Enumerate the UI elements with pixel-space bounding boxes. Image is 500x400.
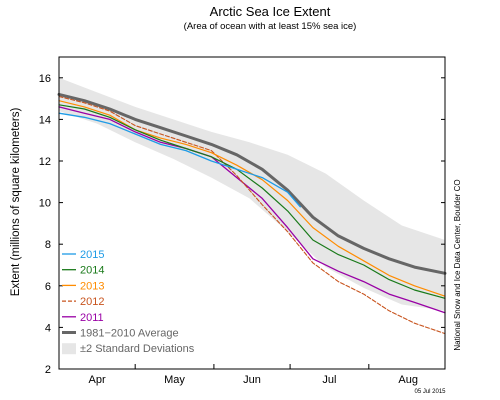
x-tick-label: Aug bbox=[398, 374, 418, 386]
x-tick-label: Jul bbox=[322, 374, 336, 386]
series-line-1981-2010-average bbox=[57, 92, 447, 275]
chart-title: Arctic Sea Ice Extent bbox=[210, 4, 331, 19]
series-line-2011 bbox=[58, 106, 446, 314]
legend-label: 1981−2010 Average bbox=[80, 328, 179, 340]
legend-label: 2011 bbox=[80, 312, 104, 324]
date-stamp: 05 Jul 2015 bbox=[414, 389, 446, 395]
y-tick-label: 16 bbox=[39, 73, 51, 85]
y-axis-label: Extent (millions of square kilometers) bbox=[10, 108, 22, 297]
legend-label: 2012 bbox=[80, 296, 104, 308]
plot-area: 2 4 6 8 10 12 14 16 Apr May Jun Jul Aug 2015 2014 2013 2… bbox=[39, 56, 447, 386]
legend-swatch bbox=[62, 343, 76, 355]
legend-label: 2014 bbox=[80, 265, 104, 277]
series-line-2015 bbox=[58, 112, 301, 208]
series-line-2013 bbox=[58, 100, 446, 297]
y-tick-label: 14 bbox=[39, 114, 51, 126]
series-line-2014 bbox=[58, 104, 446, 299]
y-tick-label: 2 bbox=[45, 364, 51, 376]
y-tick-label: 6 bbox=[45, 281, 51, 293]
series-line-2012 bbox=[58, 95, 446, 335]
plot-frame bbox=[58, 56, 446, 370]
y-tick-label: 10 bbox=[39, 198, 51, 210]
legend-label: ±2 Standard Deviations bbox=[80, 343, 195, 355]
x-tick-label: May bbox=[164, 374, 185, 386]
x-tick-label: Apr bbox=[89, 374, 106, 386]
chart-subtitle: (Area of ocean with at least 15% sea ice… bbox=[184, 21, 357, 32]
y-tick-label: 12 bbox=[39, 156, 51, 168]
y-tick-label: 8 bbox=[45, 239, 51, 251]
x-tick-label: Jun bbox=[243, 374, 261, 386]
legend-label: 2015 bbox=[80, 249, 104, 261]
y-tick-label: 4 bbox=[45, 322, 51, 334]
legend-label: 2013 bbox=[80, 280, 104, 292]
credit-text: National Snow and Ice Data Center, Bould… bbox=[453, 179, 462, 350]
